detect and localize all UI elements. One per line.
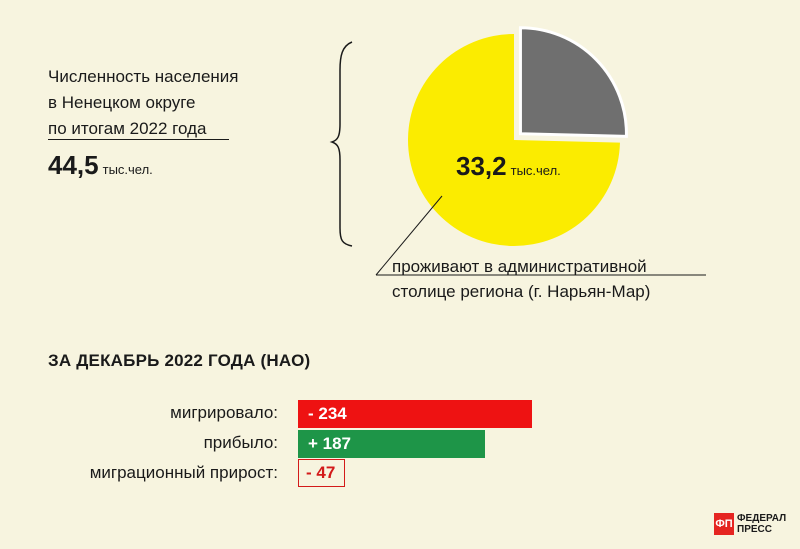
bar-value-migrated: - 234	[308, 404, 347, 423]
intro-line-3: по итогам 2022 года	[48, 119, 207, 138]
bar-value-growth: - 47	[306, 463, 336, 482]
logo-text: ФЕДЕРАЛ ПРЕСС	[737, 513, 786, 535]
intro-divider	[48, 139, 229, 140]
pie-center-label: 33,2 тыс.чел.	[456, 151, 561, 182]
pie-slice-rest	[518, 26, 628, 138]
total-population: 44,5 тыс.чел.	[48, 150, 153, 181]
intro-line-1: Численность населения	[48, 67, 239, 86]
caption-pointer-line	[375, 195, 443, 276]
pie-slice-capital	[408, 34, 620, 246]
total-unit: тыс.чел.	[102, 162, 153, 177]
pie-caption: проживают в административной столице рег…	[392, 254, 650, 304]
logo-line-2: ПРЕСС	[737, 524, 772, 535]
total-value: 44,5	[48, 150, 99, 180]
bar-growth: - 47	[298, 459, 345, 487]
bar-value-arrived: + 187	[308, 434, 352, 453]
curly-brace	[329, 41, 353, 247]
pie-caption-line-2: столице региона (г. Нарьян-Мар)	[392, 282, 651, 301]
pie-center-value: 33,2	[456, 151, 507, 181]
logo-icon: ФП	[714, 513, 734, 535]
section-title: ЗА ДЕКАБРЬ 2022 ГОДА (НАО)	[48, 351, 311, 370]
intro-line-2: в Ненецком округе	[48, 93, 196, 112]
bar-migrated: - 234	[298, 400, 532, 428]
intro-text: Численность населения в Ненецком округе …	[48, 64, 288, 142]
logo-line-1: ФЕДЕРАЛ	[737, 513, 787, 524]
bar-label-growth: миграционный прирост:	[89, 463, 278, 482]
bar-arrived: + 187	[298, 430, 485, 458]
pie-caption-line-1: проживают в административной	[392, 257, 647, 276]
pie-center-unit: тыс.чел.	[510, 163, 561, 178]
bar-label-migrated: мигрировало:	[170, 403, 278, 422]
pie-slices	[408, 26, 628, 246]
bar-label-arrived: прибыло:	[203, 433, 278, 452]
